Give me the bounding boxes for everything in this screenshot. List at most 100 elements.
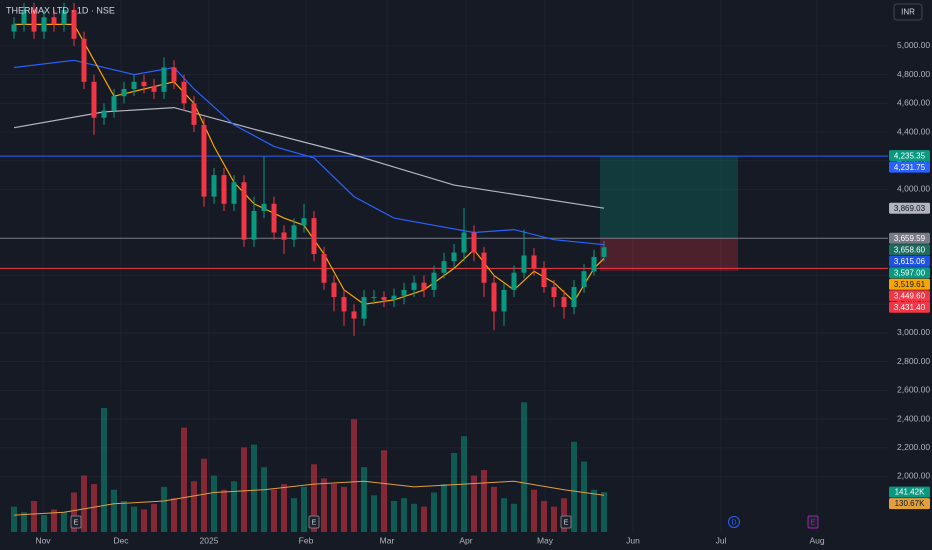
x-tick-label: Nov — [35, 535, 51, 545]
event-marker — [807, 515, 819, 529]
candle-body — [221, 175, 227, 204]
volume-bar — [321, 478, 327, 532]
candle-body — [441, 261, 447, 273]
y-tick-label: 4,600.00 — [897, 98, 930, 108]
currency-label[interactable]: INR — [901, 8, 915, 17]
candle-body — [281, 232, 287, 240]
volume-bar — [571, 441, 577, 532]
volume-bar — [271, 489, 277, 532]
x-tick-label: Mar — [380, 535, 395, 545]
volume-bar — [551, 506, 557, 532]
candle-body — [501, 289, 507, 312]
volume-bar — [101, 407, 107, 532]
volume-bar — [311, 464, 317, 532]
candle-body — [561, 297, 567, 308]
currency-button[interactable] — [893, 3, 923, 21]
candle-body — [601, 247, 607, 257]
price-label-box — [889, 150, 930, 162]
x-tick-label: Aug — [809, 535, 824, 545]
candle-body — [391, 295, 397, 300]
volume-bar — [331, 484, 337, 532]
volume-bar — [161, 486, 167, 532]
price-label: 3,519.61 — [894, 280, 926, 289]
volume-bar — [531, 489, 537, 532]
volume-bar — [231, 481, 237, 532]
volume-bar — [451, 453, 457, 532]
candle-body — [401, 289, 407, 296]
price-label-box — [889, 244, 930, 256]
price-label-box — [889, 202, 930, 214]
candle-body — [531, 255, 537, 269]
candle-body — [181, 81, 187, 104]
event-marker — [728, 516, 740, 528]
candle-body — [361, 297, 367, 319]
volume-bar — [221, 489, 227, 532]
volume-bar — [131, 506, 137, 532]
candle-body — [511, 272, 517, 290]
event-label: E — [74, 519, 79, 526]
candle-body — [551, 287, 557, 298]
volume-bar — [421, 506, 427, 532]
moving-average — [13, 59, 605, 246]
volume-bar — [501, 498, 507, 532]
volume-bar — [181, 427, 187, 532]
volume-bar — [261, 467, 267, 532]
price-label: 3,659.59 — [894, 234, 926, 243]
volume-bar — [141, 509, 147, 532]
volume-bar — [281, 484, 287, 532]
candle-body — [201, 124, 207, 197]
volume-bar — [301, 486, 307, 532]
volume-bar — [251, 444, 257, 532]
volume-bar — [71, 492, 77, 532]
volume-bar — [61, 512, 67, 532]
candle-body — [91, 81, 97, 118]
price-label-box — [889, 278, 930, 290]
x-tick-label: Feb — [299, 535, 314, 545]
y-tick-label: 4,400.00 — [897, 126, 930, 136]
volume-bar — [151, 503, 157, 532]
volume-bar — [11, 506, 17, 532]
candle-body — [231, 182, 237, 204]
volume-bar — [401, 498, 407, 532]
y-tick-label: 5,000.00 — [897, 40, 930, 50]
volume-bar — [341, 486, 347, 532]
volume-bar — [241, 447, 247, 532]
volume-bar — [351, 419, 357, 532]
candle-body — [211, 175, 217, 197]
candle-body — [471, 232, 477, 253]
volume-bar — [521, 402, 527, 532]
x-tick-label: Apr — [459, 535, 472, 545]
price-label: 3,869.03 — [894, 204, 926, 213]
candle-body — [331, 282, 337, 298]
candle-body — [51, 17, 57, 25]
event-label: D — [731, 519, 736, 526]
candle-body — [351, 311, 357, 319]
volume-bar — [601, 492, 607, 532]
candle-body — [71, 10, 77, 39]
y-tick-label: 4,800.00 — [897, 69, 930, 79]
volume-ma — [13, 480, 605, 516]
price-label-box — [889, 232, 930, 244]
event-marker — [308, 515, 320, 529]
candle-body — [251, 210, 257, 240]
candle-body — [261, 203, 267, 211]
price-label: 3,431.40 — [894, 303, 926, 312]
candle-body — [431, 272, 437, 290]
event-label: E — [811, 519, 816, 526]
candle-body — [31, 10, 37, 32]
candle-body — [271, 203, 277, 233]
candle-body — [101, 110, 107, 118]
y-tick-label: 2,000.00 — [897, 471, 930, 481]
volume-bar — [431, 492, 437, 532]
candle-body — [321, 254, 327, 283]
volume-label-box — [889, 498, 930, 510]
volume-bar — [381, 450, 387, 532]
volume-bar — [51, 509, 57, 532]
volume-bar — [81, 475, 87, 532]
volume-bar — [411, 503, 417, 532]
candle-body — [521, 255, 527, 273]
price-label-box — [889, 161, 930, 173]
symbol-title: THERMAX LTD · 1D · NSE — [6, 5, 115, 15]
candle-body — [581, 271, 587, 288]
